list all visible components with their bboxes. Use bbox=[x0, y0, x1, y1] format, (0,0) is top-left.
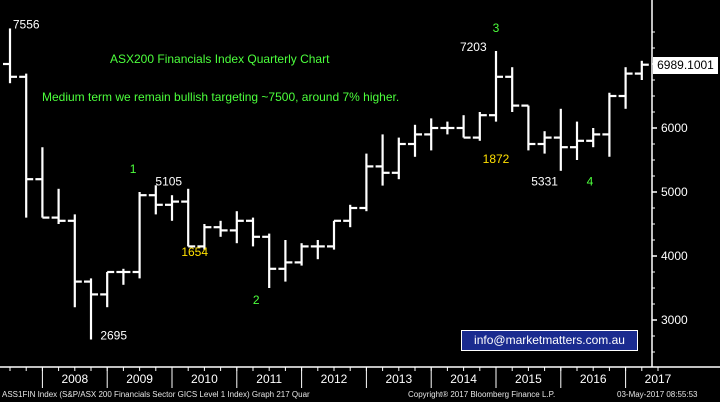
ohlc-bar bbox=[310, 240, 325, 260]
footer-security-info: ASS1FIN Index (S&P/ASX 200 Financials Se… bbox=[2, 390, 310, 399]
annotation-label: 5105 bbox=[155, 174, 182, 188]
chart-subtitle: Medium term we remain bullish targeting … bbox=[42, 90, 400, 104]
ohlc-bar bbox=[440, 121, 455, 135]
ohlc-bar bbox=[19, 73, 34, 218]
x-tick-label: 2009 bbox=[126, 372, 153, 386]
ohlc-bar bbox=[343, 204, 358, 228]
ohlc-bar bbox=[472, 112, 487, 141]
y-tick-label: 6000 bbox=[661, 121, 688, 135]
ohlc-bar bbox=[327, 219, 341, 250]
ohlc-bar bbox=[375, 134, 390, 186]
x-tick-label: 2010 bbox=[191, 372, 218, 386]
annotation-label: 7556 bbox=[13, 17, 40, 31]
footer-timestamp: 03-May-2017 08:55:53 bbox=[617, 390, 698, 399]
ohlc-bar bbox=[505, 67, 520, 112]
ohlc-bar bbox=[213, 220, 228, 237]
ohlc-bar bbox=[84, 278, 98, 340]
ohlc-bar bbox=[489, 51, 503, 122]
x-tick-label: 2016 bbox=[580, 372, 607, 386]
x-tick-label: 2008 bbox=[61, 372, 88, 386]
annotation-label: 2 bbox=[253, 293, 260, 307]
x-tick-label: 2015 bbox=[515, 372, 542, 386]
x-tick-label: 2017 bbox=[645, 372, 672, 386]
ohlc-bar bbox=[537, 131, 552, 154]
ohlc-bar bbox=[262, 233, 277, 288]
ohlc-bar bbox=[424, 118, 439, 151]
footer-copyright: Copyright® 2017 Bloomberg Finance L.P. bbox=[408, 390, 556, 399]
ohlc-bar bbox=[100, 270, 115, 308]
ohlc-bar bbox=[391, 137, 406, 180]
last-value-badge: 6989.1001 bbox=[653, 57, 718, 74]
x-tick-label: 2012 bbox=[321, 372, 348, 386]
ohlc-bar bbox=[229, 211, 244, 244]
annotation-label: 5331 bbox=[531, 175, 558, 189]
footer-bar: ASS1FIN Index (S&P/ASX 200 Financials Se… bbox=[0, 388, 720, 402]
annotation-label: 2695 bbox=[100, 329, 127, 343]
ohlc-bar bbox=[3, 28, 17, 84]
ohlc-bar bbox=[35, 147, 50, 219]
ohlc-bar bbox=[408, 124, 422, 157]
ohlc-bar bbox=[197, 224, 212, 250]
ohlc-bar bbox=[602, 92, 617, 157]
ohlc-bar bbox=[294, 243, 309, 266]
ohlc-bar bbox=[67, 214, 82, 308]
ohlc-bar bbox=[278, 240, 293, 282]
ohlc-bar bbox=[165, 195, 179, 221]
ohlc-bar bbox=[359, 153, 374, 212]
ohlc-bar bbox=[181, 188, 196, 248]
ohlc-bar bbox=[570, 121, 584, 160]
y-tick-label: 5000 bbox=[661, 185, 688, 199]
annotation-label: 1 bbox=[130, 162, 137, 176]
y-tick-label: 4000 bbox=[661, 249, 688, 263]
annotation-label: 4 bbox=[587, 175, 594, 189]
ohlc-bar bbox=[148, 185, 163, 215]
x-tick-label: 2014 bbox=[450, 372, 477, 386]
x-tick-label: 2013 bbox=[385, 372, 412, 386]
annotation-label: 1872 bbox=[483, 152, 510, 166]
chart-title: ASX200 Financials Index Quarterly Chart bbox=[110, 52, 330, 66]
ohlc-bar bbox=[521, 104, 536, 151]
ohlc-bar bbox=[246, 217, 260, 247]
x-tick-label: 2011 bbox=[256, 372, 282, 386]
ohlc-bar bbox=[586, 128, 601, 148]
y-tick-label: 3000 bbox=[661, 313, 688, 327]
ohlc-bar bbox=[456, 115, 471, 139]
annotation-label: 7203 bbox=[460, 40, 487, 54]
ohlc-bar bbox=[553, 108, 568, 171]
ohlc-bar bbox=[132, 192, 147, 279]
watermark-email[interactable]: info@marketmatters.com.au bbox=[461, 330, 638, 351]
annotation-label: 3 bbox=[493, 21, 500, 35]
ohlc-bar bbox=[116, 268, 131, 285]
ohlc-bar bbox=[618, 67, 633, 109]
ohlc-bar bbox=[634, 60, 649, 80]
ohlc-bar bbox=[51, 188, 66, 224]
annotation-label: 1654 bbox=[181, 245, 208, 259]
